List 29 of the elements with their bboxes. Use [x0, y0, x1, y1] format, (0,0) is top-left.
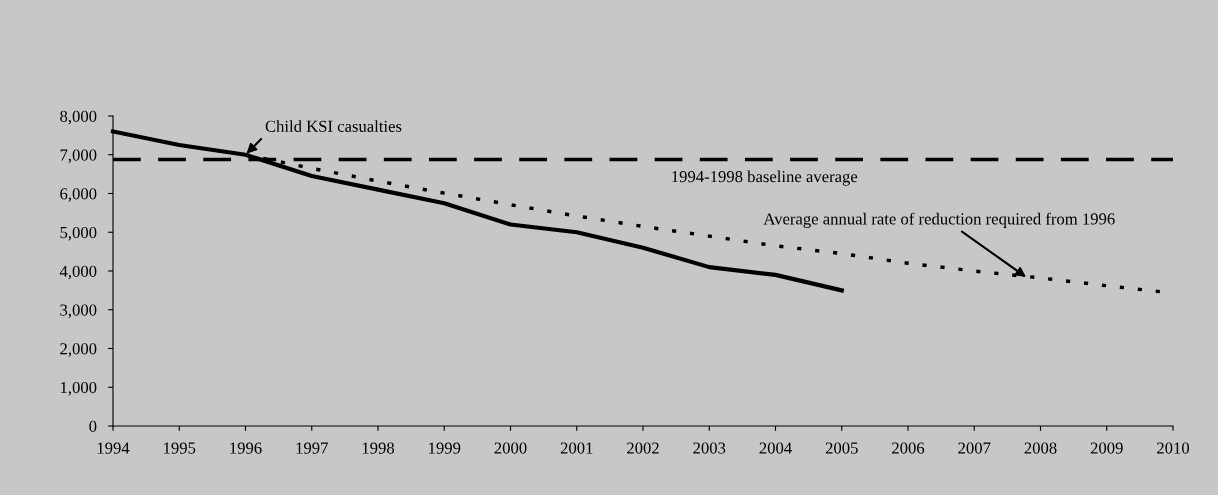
- x-tick-label: 2004: [759, 442, 792, 454]
- y-tick-label: 5,000: [60, 226, 97, 241]
- y-tick-label: 7,000: [60, 149, 97, 164]
- x-tick-label: 2003: [693, 442, 726, 454]
- x-tick-label: 1994: [97, 442, 130, 454]
- x-tick-label: 2007: [958, 442, 991, 454]
- y-tick-label: 0: [89, 420, 97, 432]
- ref-line-label: 1994-1998 baseline average: [672, 170, 858, 186]
- x-tick-label: 2005: [825, 442, 858, 454]
- y-tick-label: 4,000: [59, 265, 97, 280]
- x-tick-label: 2010: [1157, 442, 1190, 454]
- y-tick-label: 1,000: [60, 381, 97, 396]
- x-tick-label: 2001: [560, 442, 593, 454]
- x-tick-label: 2008: [1024, 442, 1057, 454]
- x-tick-label: 2009: [1090, 442, 1123, 454]
- x-tick-label: 1996: [230, 442, 262, 454]
- x-tick-label: 1995: [164, 442, 196, 454]
- annotation: Average annual rate of reduction required from 1996: [763, 212, 1115, 228]
- y-tick-label: 3,000: [60, 304, 97, 319]
- x-tick-label: 1998: [362, 442, 395, 454]
- x-tick-label: 2006: [892, 442, 925, 454]
- x-tick-label: 2002: [627, 442, 659, 454]
- x-tick-label: 1999: [429, 442, 461, 454]
- annotation: Child KSI casualties: [265, 120, 402, 132]
- y-tick-label: 8,000: [60, 110, 97, 125]
- y-tick-label: 2,000: [60, 343, 97, 357]
- x-tick-label: 2000: [494, 442, 527, 454]
- x-tick-label: 1997: [296, 442, 328, 454]
- y-tick-label: 6,000: [60, 188, 97, 202]
